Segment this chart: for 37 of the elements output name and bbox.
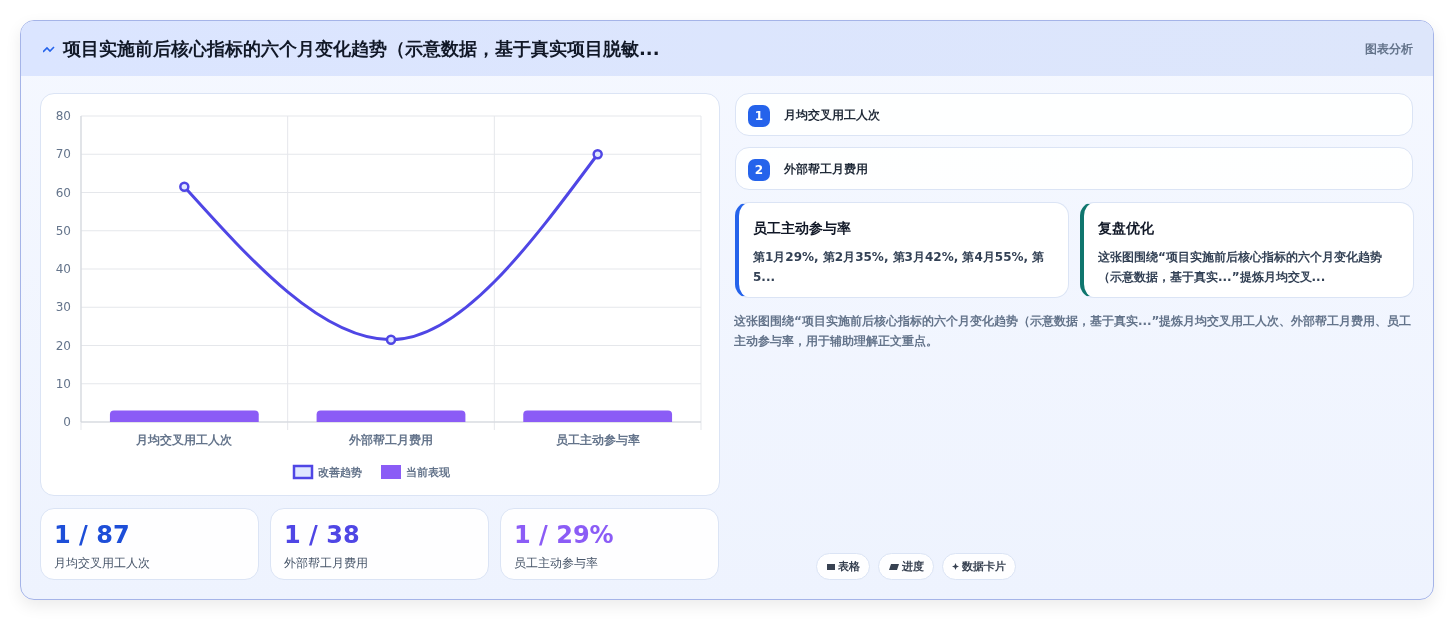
y-tick-label: 0 [63,415,71,430]
text: 1 / 87 [54,521,130,549]
y-tick-label: 60 [55,185,71,200]
point [179,181,190,193]
y-tick-label: 30 [55,300,71,315]
text: 2 [748,159,770,181]
text: 表格 [837,559,860,574]
x-tick-label: 外部帮工月费用 [348,433,433,447]
point [592,149,603,160]
text: 第1月29%, 第2月35%, 第3月42%, 第4月55%, 第5... [753,249,1046,286]
text: 月均交叉用工人次 [54,555,150,572]
text: 外部帮工月费用 [784,161,868,178]
text: 1 / 29% [514,521,614,549]
legend-label: 当前表现 [406,465,451,479]
text: 员工主动参与率 [514,555,598,572]
legend-label: 改善趋势 [318,465,362,479]
text: 月均交叉用工人次 [784,107,880,124]
chart-title: 项目实施前后核心指标的六个月变化趋势（示意数据，基于真实项目脱敏... [63,37,660,61]
text: 这张图围绕“项目实施前后核心指标的六个月变化趋势（示意数据，基于真实...”提炼月均交叉用工人次、外部帮工月费用、员工主动参与率，用于辅助理解正文重点。 [734,313,1413,350]
text: 进度 [901,559,924,574]
x-tick-label: 员工主动参与率 [555,433,640,447]
text: 复盘优化 [1098,220,1154,238]
point [385,334,397,346]
x-tick-label: 月均交叉用工人次 [135,433,234,447]
text: 员工主动参与率 [753,220,851,238]
text: 1 / 38 [284,521,360,549]
y-tick-label: 50 [55,223,71,238]
y-tick-label: 80 [55,109,71,124]
text: 这张图围绕“项目实施前后核心指标的六个月变化趋势（示意数据，基于真实...”提炼月均交叉... [1098,249,1383,286]
y-tick-label: 20 [55,338,71,353]
y-tick-label: 40 [55,262,71,277]
y-tick-label: 10 [55,376,71,391]
text: 1 [748,105,770,127]
text: 数据卡片 [962,559,1006,574]
y-tick-label: 70 [55,147,71,162]
text: 图表分析 [1365,41,1413,58]
text: 外部帮工月费用 [284,555,368,572]
